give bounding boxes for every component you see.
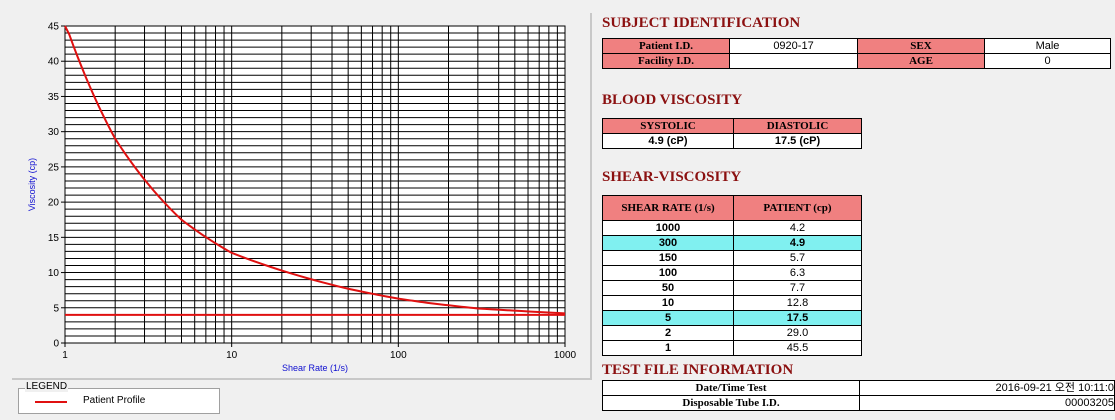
patient-value-cell: 6.3	[733, 265, 862, 281]
testfile-table: Date/Time Test 2016-09-21 오전 10:11:0 Dis…	[602, 380, 1115, 411]
x-tick-label: 1	[62, 350, 68, 361]
tube-id-value: 00003205	[859, 395, 1115, 411]
table-row: 2 29.0	[602, 325, 862, 341]
shear-rate-cell: 1000	[602, 220, 734, 236]
table-row: 150 5.7	[602, 250, 862, 266]
patient-value-cell: 12.8	[733, 295, 862, 311]
datetime-label: Date/Time Test	[602, 380, 860, 396]
x-tick-label: 1000	[554, 350, 577, 361]
blood-table: SYSTOLIC DIASTOLIC 4.9 (cP) 17.5 (cP)	[602, 118, 862, 149]
shear-rate-cell: 100	[602, 265, 734, 281]
y-tick-label: 5	[53, 303, 59, 314]
systolic-value: 4.9 (cP)	[602, 133, 734, 149]
sex-label: SEX	[857, 38, 985, 54]
patient-value-cell: 4.2	[733, 220, 862, 236]
table-row: 1000 4.2	[602, 220, 862, 236]
legend: LEGEND Patient Profile	[18, 381, 220, 414]
y-tick-label: 40	[48, 57, 60, 68]
series-line-patient-profile	[64, 25, 566, 315]
y-tick-label: 30	[48, 127, 60, 138]
shear-rate-cell: 1	[602, 340, 734, 356]
systolic-label: SYSTOLIC	[602, 118, 734, 134]
y-tick-label: 0	[53, 339, 59, 350]
patient-value-cell: 17.5	[733, 310, 862, 326]
x-tick-label: 100	[390, 350, 407, 361]
shear-rate-cell: 2	[602, 325, 734, 341]
table-row-highlighted: 5 17.5	[602, 310, 862, 326]
subject-table: Patient I.D. 0920-17 SEX Male Facility I…	[602, 38, 1111, 69]
shear-rate-cell: 50	[602, 280, 734, 296]
y-tick-label: 20	[48, 198, 60, 209]
shear-rate-cell: 300	[602, 235, 734, 251]
patient-id-value: 0920-17	[729, 38, 858, 54]
patient-value-cell: 7.7	[733, 280, 862, 296]
y-tick-label: 25	[48, 162, 60, 173]
x-axis-title: Shear Rate (1/s)	[282, 363, 348, 373]
table-row: 50 7.7	[602, 280, 862, 296]
y-axis-title: Viscosity (cp)	[27, 158, 37, 211]
patient-value-cell: 45.5	[733, 340, 862, 356]
table-row: 10 12.8	[602, 295, 862, 311]
sex-value: Male	[984, 38, 1111, 54]
age-label: AGE	[857, 53, 985, 69]
patient-value-cell: 5.7	[733, 250, 862, 266]
legend-caption: LEGEND	[25, 381, 69, 392]
legend-label: Patient Profile	[83, 395, 146, 406]
y-tick-label: 15	[48, 233, 60, 244]
y-tick-label: 45	[48, 22, 60, 33]
testfile-title: TEST FILE INFORMATION	[602, 362, 794, 378]
patient-id-label: Patient I.D.	[602, 38, 730, 54]
facility-id-label: Facility I.D.	[602, 53, 730, 69]
plot-area	[64, 25, 566, 344]
age-value: 0	[984, 53, 1111, 69]
y-tick-label: 10	[48, 268, 60, 279]
diastolic-value: 17.5 (cP)	[733, 133, 862, 149]
tube-id-label: Disposable Tube I.D.	[602, 395, 860, 411]
shear-rate-header: SHEAR RATE (1/s)	[602, 195, 734, 221]
subject-title: SUBJECT IDENTIFICATION	[602, 15, 801, 31]
diastolic-label: DIASTOLIC	[733, 118, 862, 134]
facility-id-value	[729, 53, 858, 69]
datetime-value: 2016-09-21 오전 10:11:0	[859, 380, 1115, 396]
table-row-highlighted: 300 4.9	[602, 235, 862, 251]
table-row: 100 6.3	[602, 265, 862, 281]
shear-rate-cell: 10	[602, 295, 734, 311]
shear-title: SHEAR-VISCOSITY	[602, 169, 742, 185]
x-tick-label: 10	[226, 350, 238, 361]
viscosity-chart: 0 5 10 15 20 25 30 35 40 45 1 10 100 1000 Shear Rate (…	[27, 22, 577, 374]
table-row: 1 45.5	[602, 340, 862, 356]
shear-table: SHEAR RATE (1/s) PATIENT (cp) 1000 4.2 3…	[602, 195, 862, 356]
shear-rate-cell: 150	[602, 250, 734, 266]
patient-value-cell: 4.9	[733, 235, 862, 251]
chart-panel: 0 5 10 15 20 25 30 35 40 45 1 10 100 1000 Shear Rate (…	[12, 13, 592, 380]
y-tick-label: 35	[48, 92, 60, 103]
blood-title: BLOOD VISCOSITY	[602, 92, 743, 108]
legend-swatch	[35, 401, 67, 403]
shear-rate-cell: 5	[602, 310, 734, 326]
patient-value-cell: 29.0	[733, 325, 862, 341]
patient-header: PATIENT (cp)	[733, 195, 862, 221]
